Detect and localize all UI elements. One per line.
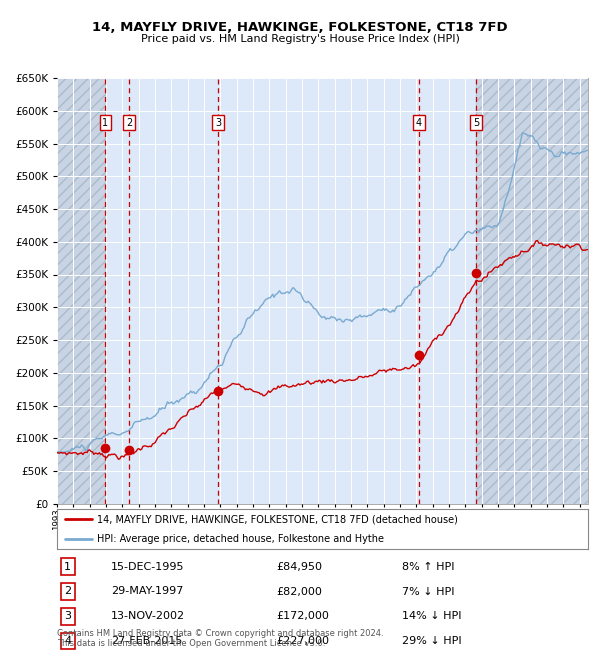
- Bar: [57, 78, 106, 504]
- Text: 4: 4: [416, 118, 422, 127]
- Bar: [57, 78, 106, 504]
- Text: Contains HM Land Registry data © Crown copyright and database right 2024.
This d: Contains HM Land Registry data © Crown c…: [57, 629, 383, 648]
- Text: 14% ↓ HPI: 14% ↓ HPI: [402, 611, 461, 621]
- Text: £84,950: £84,950: [276, 562, 322, 572]
- Text: 2: 2: [64, 586, 71, 597]
- Text: £172,000: £172,000: [276, 611, 329, 621]
- Text: HPI: Average price, detached house, Folkestone and Hythe: HPI: Average price, detached house, Folk…: [97, 534, 384, 544]
- Text: 29-MAY-1997: 29-MAY-1997: [111, 586, 184, 597]
- Text: 14, MAYFLY DRIVE, HAWKINGE, FOLKESTONE, CT18 7FD: 14, MAYFLY DRIVE, HAWKINGE, FOLKESTONE, …: [92, 21, 508, 34]
- Text: 5: 5: [473, 118, 479, 127]
- Text: 14, MAYFLY DRIVE, HAWKINGE, FOLKESTONE, CT18 7FD (detached house): 14, MAYFLY DRIVE, HAWKINGE, FOLKESTONE, …: [97, 514, 458, 524]
- Text: 7% ↓ HPI: 7% ↓ HPI: [402, 586, 455, 597]
- Text: 4: 4: [64, 636, 71, 646]
- Text: Price paid vs. HM Land Registry's House Price Index (HPI): Price paid vs. HM Land Registry's House …: [140, 34, 460, 44]
- Text: 3: 3: [215, 118, 221, 127]
- Text: 13-NOV-2002: 13-NOV-2002: [111, 611, 185, 621]
- Text: 1: 1: [64, 562, 71, 572]
- Bar: [476, 78, 588, 504]
- Text: 15-DEC-1995: 15-DEC-1995: [111, 562, 185, 572]
- Text: 29% ↓ HPI: 29% ↓ HPI: [402, 636, 461, 646]
- Text: 27-FEB-2015: 27-FEB-2015: [111, 636, 182, 646]
- Text: 1: 1: [102, 118, 109, 127]
- Text: 8% ↑ HPI: 8% ↑ HPI: [402, 562, 455, 572]
- Text: 3: 3: [64, 611, 71, 621]
- Bar: [476, 78, 588, 504]
- Text: 2: 2: [126, 118, 132, 127]
- Text: £227,000: £227,000: [276, 636, 329, 646]
- Text: £82,000: £82,000: [276, 586, 322, 597]
